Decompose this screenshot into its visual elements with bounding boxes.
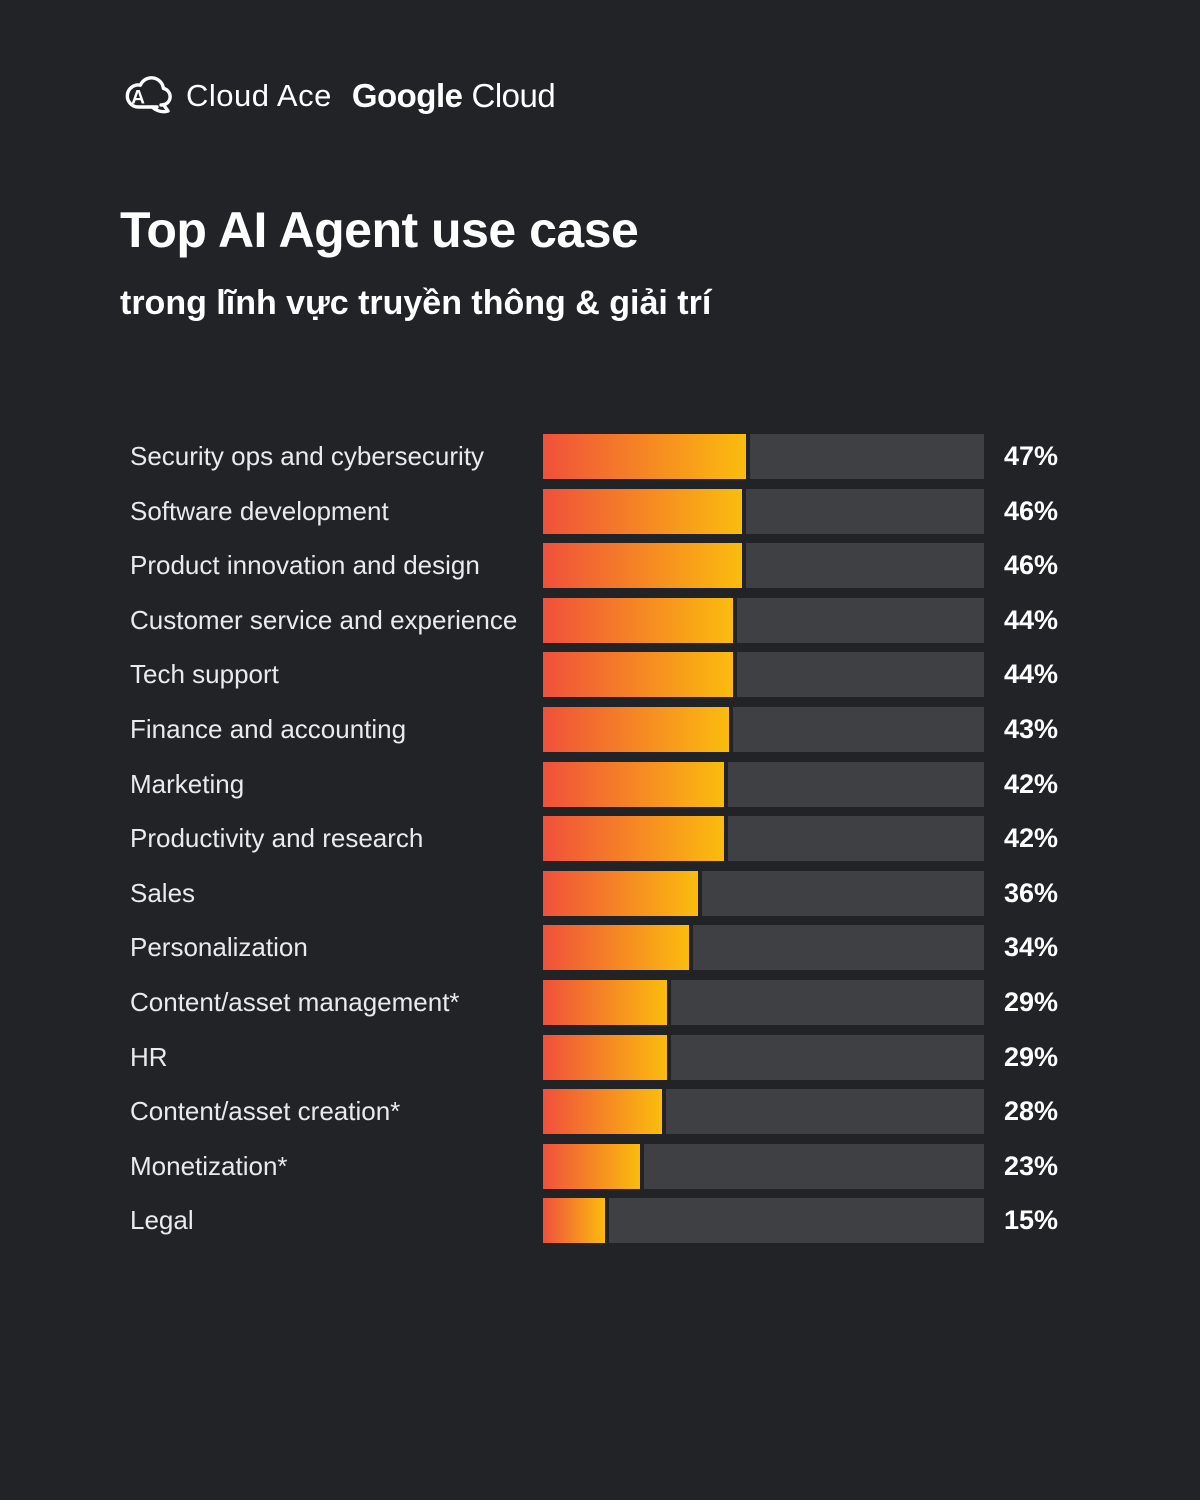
chart-row: Tech support 44% xyxy=(130,652,1170,698)
bar-label: Content/asset management* xyxy=(130,986,460,1017)
page-title: Top AI Agent use case xyxy=(120,202,639,258)
bar-value: 46% xyxy=(1004,550,1059,581)
bar-label: Marketing xyxy=(130,768,245,799)
bar-label: Security ops and cybersecurity xyxy=(130,441,485,471)
bar-value: 28% xyxy=(1004,1096,1059,1127)
bar-fill xyxy=(543,1143,645,1189)
bar-label: Legal xyxy=(130,1205,194,1236)
chart-row: Sales 36% xyxy=(130,870,1170,916)
cloud-ace-cloud-icon: A xyxy=(125,76,172,114)
bar-value: 42% xyxy=(1004,768,1059,799)
bar-track xyxy=(543,543,984,589)
chart-row: Legal 15% xyxy=(130,1198,1170,1244)
bar-fill xyxy=(543,597,738,643)
google-cloud-logo: Google Cloud xyxy=(351,77,556,115)
chart-row: Marketing 42% xyxy=(130,761,1170,807)
bar-fill xyxy=(543,1034,671,1080)
cloud-ace-logo: A Cloud Ace xyxy=(120,75,332,117)
bar-fill xyxy=(543,1089,667,1135)
bar-fill xyxy=(543,1198,610,1244)
chart-row: Personalization 34% xyxy=(130,925,1170,971)
bar-label: Monetization* xyxy=(130,1150,288,1181)
bar-value: 47% xyxy=(1004,441,1059,471)
bar-value: 36% xyxy=(1004,877,1059,908)
page-subtitle: trong lĩnh vực truyền thông & giải trí xyxy=(120,284,712,322)
google-cloud-wordmark: Cloud xyxy=(471,77,556,114)
bar-fill xyxy=(543,488,746,534)
chart-row: Product innovation and design 46% xyxy=(130,543,1170,589)
bar-fill xyxy=(543,434,751,479)
chart-row: Customer service and experience 44% xyxy=(130,597,1170,643)
cloud-ace-wordmark: Cloud Ace xyxy=(186,78,332,113)
bar-chart: Security ops and cybersecurity 47% Softw… xyxy=(130,434,1170,1244)
bar-value: 15% xyxy=(1004,1205,1059,1236)
bar-label: Product innovation and design xyxy=(130,550,480,581)
bar-label: Tech support xyxy=(130,659,279,690)
bar-track xyxy=(543,870,984,916)
chart-row: Security ops and cybersecurity 47% xyxy=(130,434,1170,479)
chart-row: HR 29% xyxy=(130,1034,1170,1080)
bar-track xyxy=(543,1034,984,1080)
bar-value: 29% xyxy=(1004,986,1059,1017)
chart-row: Content/asset management* 29% xyxy=(130,979,1170,1025)
bar-fill xyxy=(543,761,729,807)
chart-row: Content/asset creation* 28% xyxy=(130,1089,1170,1135)
bar-fill xyxy=(543,870,702,916)
chart-row: Productivity and research 42% xyxy=(130,816,1170,862)
bar-fill xyxy=(543,543,746,589)
bar-value: 44% xyxy=(1004,604,1059,635)
bar-track xyxy=(543,652,984,698)
bar-track xyxy=(543,816,984,862)
bar-fill xyxy=(543,925,693,971)
bar-label: Productivity and research xyxy=(130,823,424,854)
bar-label: HR xyxy=(130,1041,168,1072)
logo-header: A Cloud Ace Google Cloud xyxy=(120,70,556,122)
bar-value: 29% xyxy=(1004,1041,1059,1072)
chart-row: Monetization* 23% xyxy=(130,1143,1170,1189)
chart-row: Software development 46% xyxy=(130,488,1170,534)
bar-track xyxy=(543,925,984,971)
bar-value: 42% xyxy=(1004,823,1059,854)
bar-fill xyxy=(543,706,733,752)
svg-text:A: A xyxy=(131,87,145,108)
bar-track xyxy=(543,1143,984,1189)
bar-track xyxy=(543,434,984,479)
bar-value: 46% xyxy=(1004,495,1059,526)
bar-label: Content/asset creation* xyxy=(130,1096,401,1127)
bar-value: 23% xyxy=(1004,1150,1059,1181)
bar-label: Finance and accounting xyxy=(130,713,407,744)
bar-track xyxy=(543,1089,984,1135)
bar-track xyxy=(543,761,984,807)
bar-label: Personalization xyxy=(130,932,308,963)
bar-label: Sales xyxy=(130,877,196,908)
bar-fill xyxy=(543,979,671,1025)
bar-label: Software development xyxy=(130,495,389,526)
bar-label: Customer service and experience xyxy=(130,604,518,635)
bar-value: 43% xyxy=(1004,713,1059,744)
bar-fill xyxy=(543,652,738,698)
bar-track xyxy=(543,979,984,1025)
bar-value: 44% xyxy=(1004,659,1059,690)
bar-value: 34% xyxy=(1004,932,1059,963)
bar-track xyxy=(543,1198,984,1244)
bar-track xyxy=(543,488,984,534)
bar-track xyxy=(543,706,984,752)
chart-row: Finance and accounting 43% xyxy=(130,706,1170,752)
google-wordmark: Google xyxy=(351,77,463,114)
bar-fill xyxy=(543,816,729,862)
bar-track xyxy=(543,597,984,643)
